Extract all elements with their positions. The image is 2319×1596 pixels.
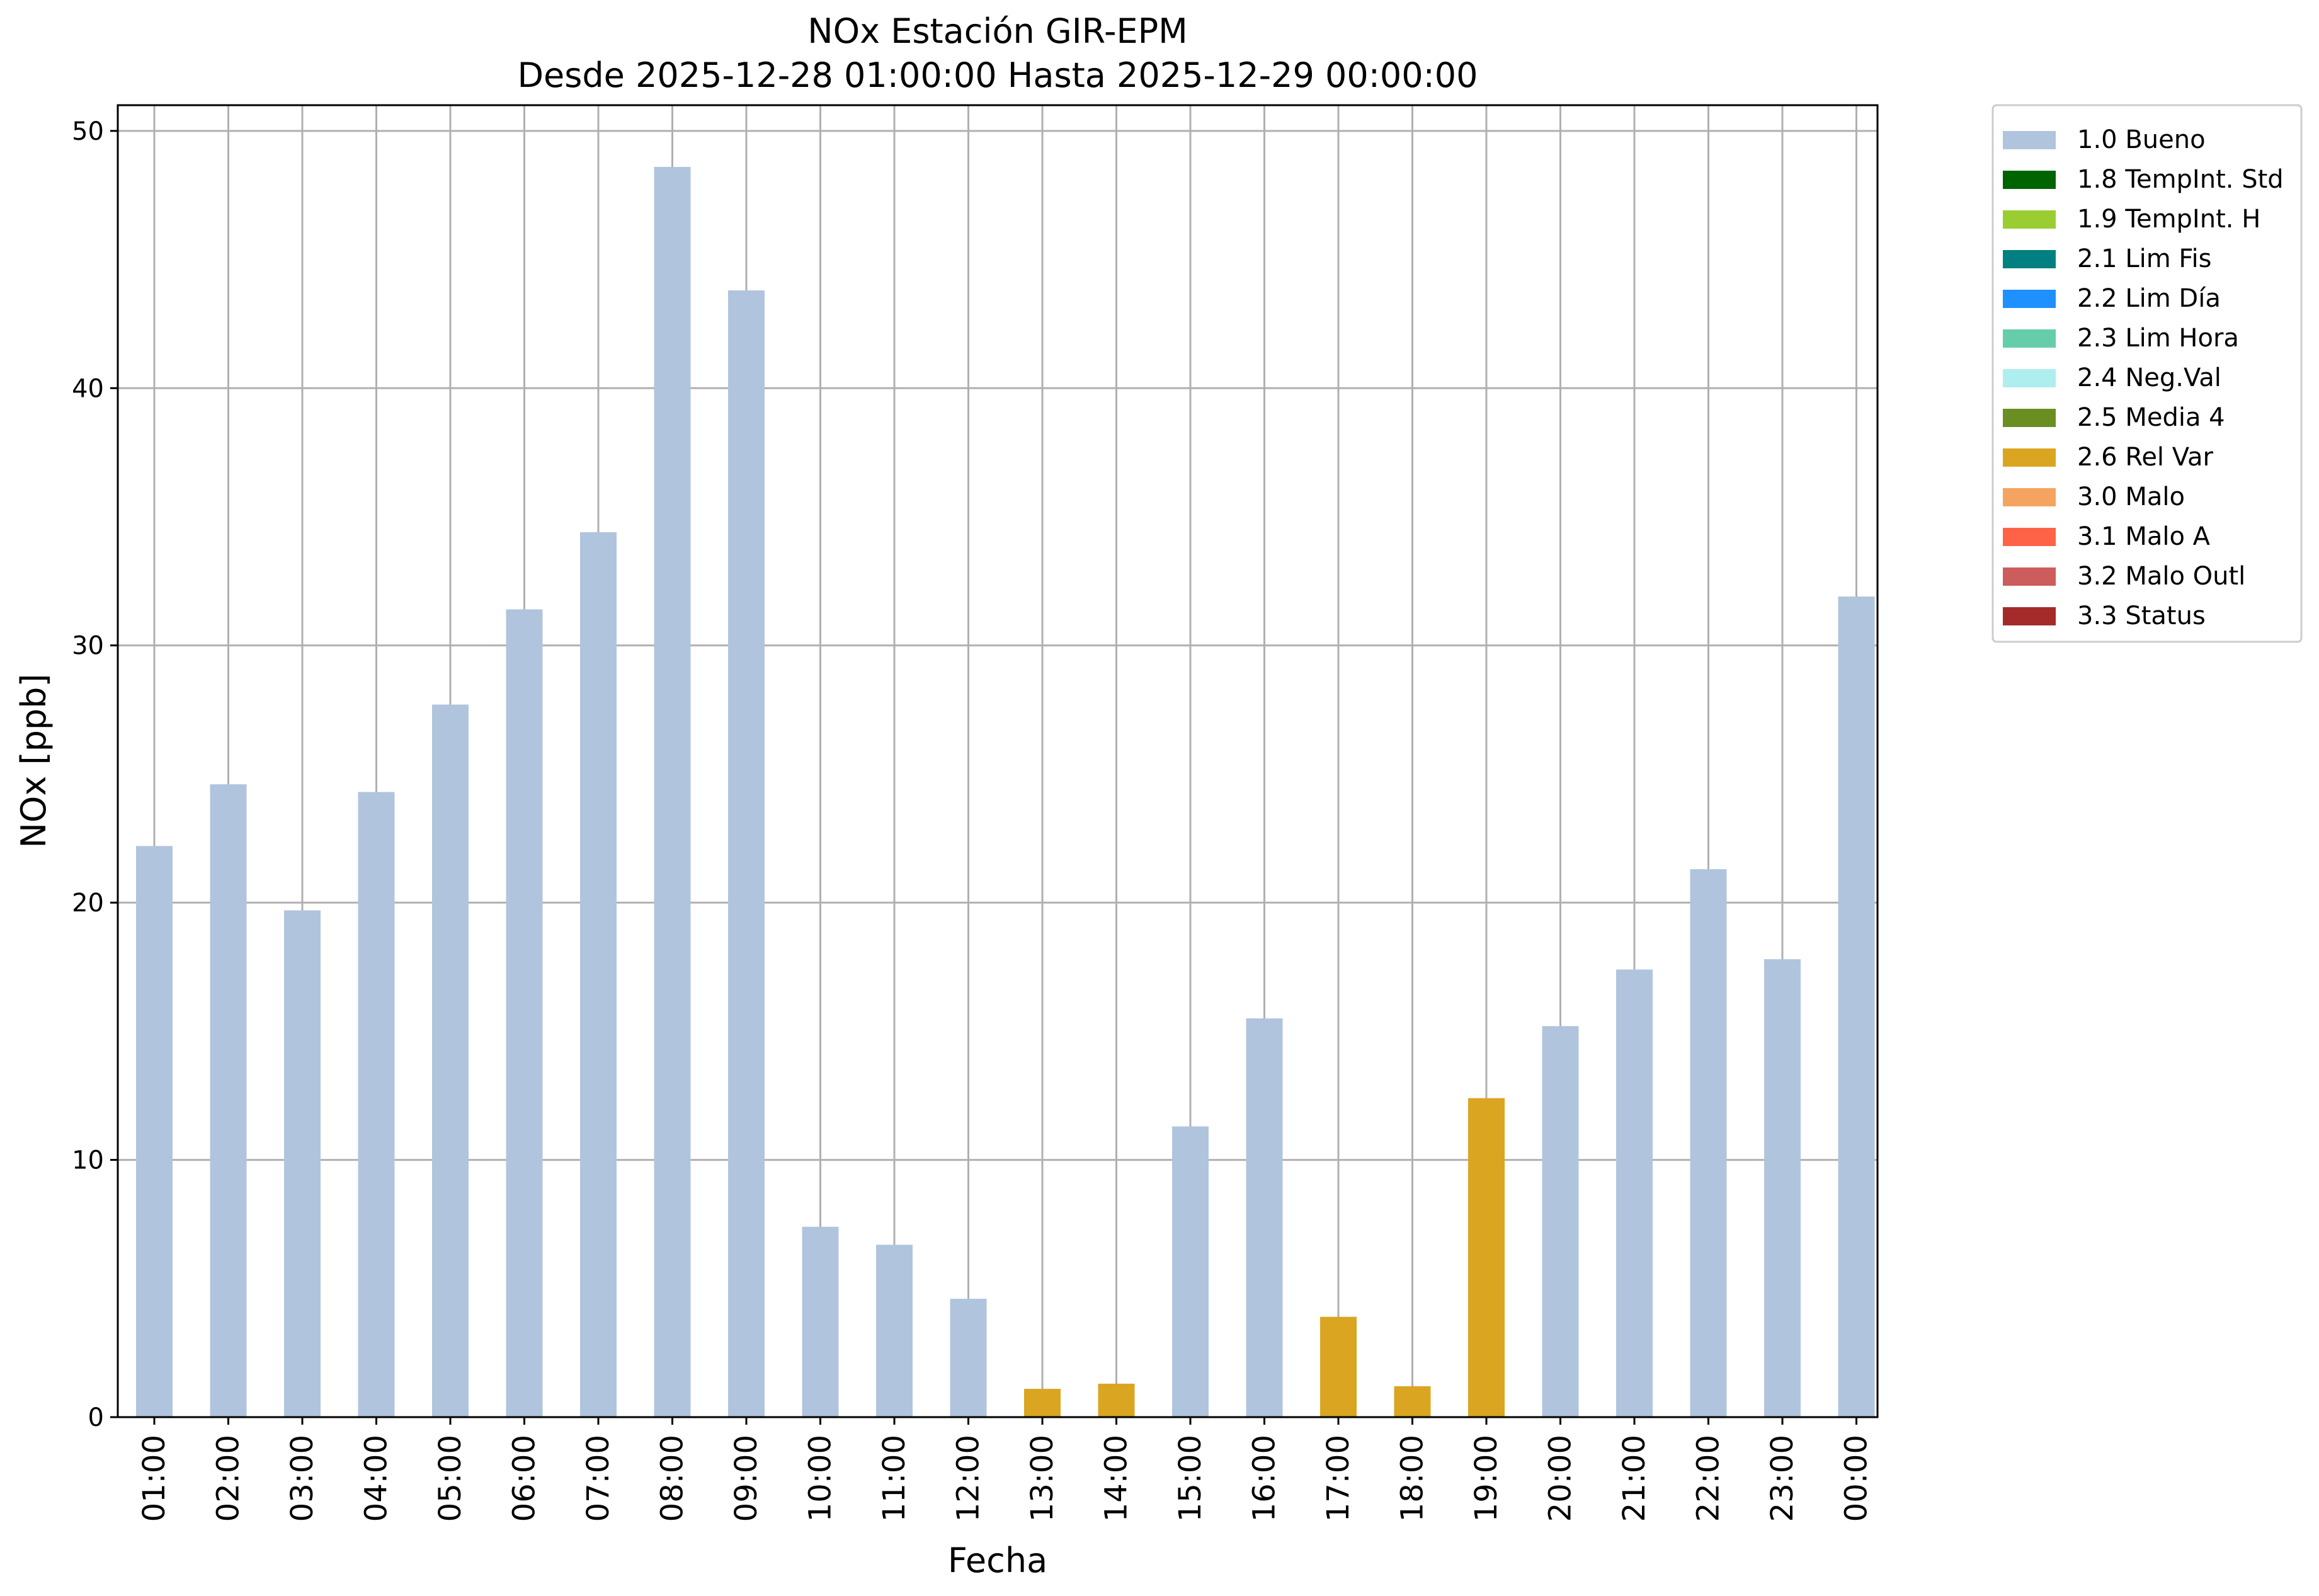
bar <box>284 910 321 1417</box>
legend-swatch <box>2003 250 2056 268</box>
legend-label: 2.5 Media 4 <box>2077 403 2225 432</box>
legend-label: 3.1 Malo A <box>2077 522 2211 551</box>
x-tick-label: 01:00 <box>137 1435 172 1522</box>
x-axis-label: Fecha <box>948 1541 1047 1580</box>
y-tick-label: 20 <box>72 889 104 918</box>
bar <box>1616 969 1653 1417</box>
legend-swatch <box>2003 528 2056 546</box>
x-tick-label: 15:00 <box>1173 1435 1208 1522</box>
bar <box>1246 1018 1283 1417</box>
bar <box>1320 1316 1357 1417</box>
x-tick-label: 02:00 <box>211 1435 246 1522</box>
y-tick-label: 0 <box>88 1403 104 1432</box>
bar <box>1838 596 1875 1417</box>
x-tick-label: 05:00 <box>433 1435 468 1522</box>
x-tick-label: 06:00 <box>507 1435 542 1522</box>
bar <box>136 846 173 1417</box>
legend-swatch <box>2003 329 2056 348</box>
bar <box>580 532 617 1417</box>
chart-subtitle: Desde 2025-12-28 01:00:00 Hasta 2025-12-… <box>517 55 1478 95</box>
x-tick-label: 12:00 <box>951 1435 986 1522</box>
legend-swatch <box>2003 607 2056 625</box>
legend-label: 1.9 TempInt. H <box>2077 205 2260 234</box>
x-tick-label: 03:00 <box>285 1435 320 1522</box>
bar <box>1394 1386 1431 1417</box>
legend-label: 3.2 Malo Outl <box>2077 562 2245 591</box>
chart-title: NOx Estación GIR-EPM <box>807 11 1188 51</box>
x-tick-label: 04:00 <box>359 1435 394 1522</box>
legend-swatch <box>2003 369 2056 387</box>
x-tick-label: 18:00 <box>1395 1435 1430 1522</box>
bars <box>136 167 1875 1418</box>
legend-swatch <box>2003 171 2056 189</box>
bar <box>432 704 469 1417</box>
x-tick-label: 13:00 <box>1025 1435 1060 1522</box>
legend-label: 2.6 Rel Var <box>2077 443 2214 472</box>
bar <box>802 1226 839 1417</box>
legend-swatch <box>2003 290 2056 308</box>
legend-swatch <box>2003 210 2056 229</box>
legend-swatch <box>2003 409 2056 427</box>
legend-swatch <box>2003 448 2056 467</box>
legend-label: 3.3 Status <box>2077 601 2206 630</box>
y-tick-label: 50 <box>72 117 104 146</box>
bar <box>210 784 247 1417</box>
x-tick-label: 23:00 <box>1765 1435 1800 1522</box>
x-tick-label: 16:00 <box>1247 1435 1282 1522</box>
bar <box>950 1299 987 1417</box>
bar <box>876 1245 913 1417</box>
x-tick-label: 09:00 <box>729 1435 764 1522</box>
legend-swatch <box>2003 131 2056 149</box>
legend-label: 2.4 Neg.Val <box>2077 363 2221 392</box>
x-tick-label: 11:00 <box>877 1435 912 1522</box>
x-axis: 01:00 02:00 03:00 04:00 05:00 06:00 07:00 08:00… <box>137 1417 1874 1522</box>
plot-frame <box>117 104 1879 1418</box>
x-tick-label: 21:00 <box>1617 1435 1652 1522</box>
bar <box>1468 1098 1505 1417</box>
legend-label: 1.0 Bueno <box>2077 125 2206 154</box>
bar <box>1172 1126 1209 1417</box>
bar <box>506 609 543 1417</box>
bar <box>1098 1383 1135 1417</box>
bar <box>1542 1026 1579 1417</box>
legend-label: 2.3 Lim Hora <box>2077 324 2239 353</box>
x-tick-label: 17:00 <box>1321 1435 1356 1522</box>
x-tick-label: 19:00 <box>1469 1435 1504 1522</box>
x-tick-label: 07:00 <box>581 1435 616 1522</box>
bar <box>654 167 691 1417</box>
legend-frame <box>1991 104 2303 643</box>
legend: 1.0 Bueno 1.8 TempInt. Std 1.9 TempInt. H 2… <box>1991 104 2303 643</box>
y-tick-label: 30 <box>72 632 104 661</box>
bar <box>1024 1389 1061 1417</box>
x-tick-label: 10:00 <box>803 1435 838 1522</box>
x-tick-label: 14:00 <box>1099 1435 1134 1522</box>
x-tick-label: 08:00 <box>655 1435 690 1522</box>
y-tick-label: 10 <box>72 1146 104 1175</box>
x-tick-label: 00:00 <box>1839 1435 1874 1522</box>
y-axis-label: NOx [ppb] <box>14 674 54 848</box>
legend-label: 1.8 TempInt. Std <box>2077 165 2284 194</box>
legend-label: 3.0 Malo <box>2077 482 2185 511</box>
bar <box>1690 869 1727 1417</box>
x-tick-label: 22:00 <box>1691 1435 1726 1522</box>
bar <box>728 290 765 1418</box>
y-tick-label: 40 <box>72 374 104 403</box>
legend-swatch <box>2003 488 2056 506</box>
legend-label: 2.1 Lim Fis <box>2077 244 2211 273</box>
legend-swatch <box>2003 567 2056 586</box>
bar <box>1764 959 1801 1417</box>
bar <box>358 792 395 1417</box>
x-tick-label: 20:00 <box>1543 1435 1578 1522</box>
legend-label: 2.2 Lim Día <box>2077 284 2221 313</box>
y-axis: 0 10 20 30 40 50 <box>72 117 118 1432</box>
